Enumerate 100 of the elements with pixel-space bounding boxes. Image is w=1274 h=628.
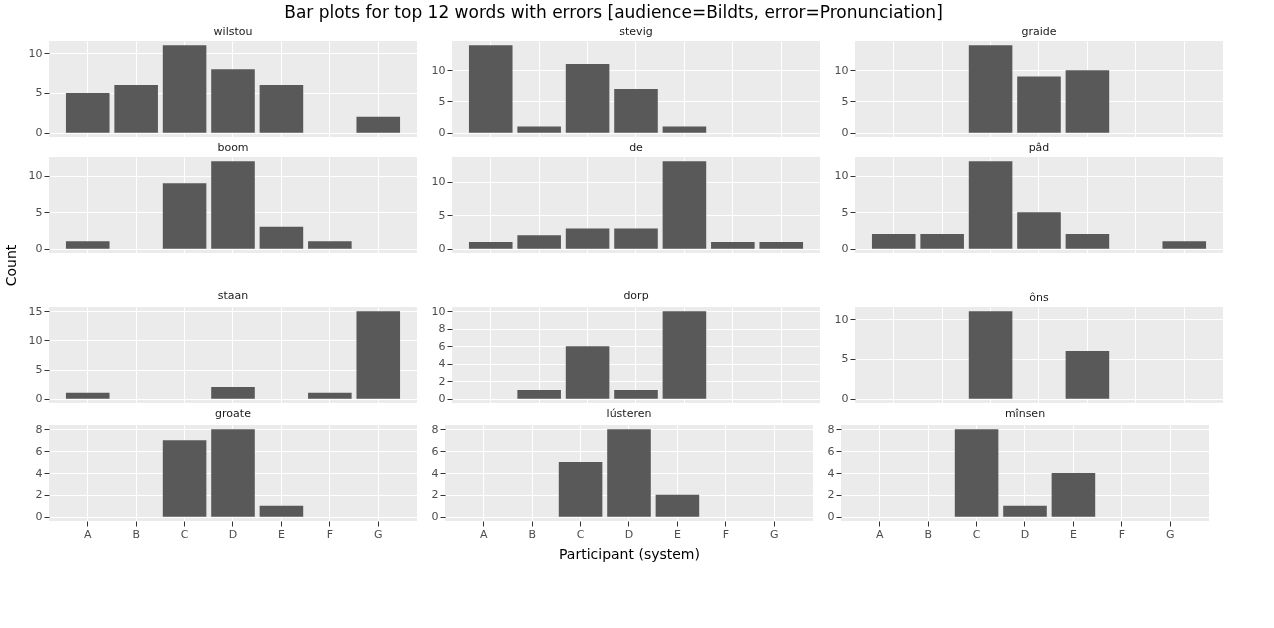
y-tick-label: 10 — [431, 63, 446, 77]
x-tick-label: A — [479, 527, 488, 541]
bar — [871, 234, 916, 249]
bar — [308, 241, 352, 249]
bar — [162, 183, 207, 249]
bar — [356, 311, 401, 399]
y-tick-label: 10 — [834, 63, 849, 77]
chart-title: stevig — [619, 25, 653, 38]
x-tick-label: C — [972, 527, 981, 541]
x-tick-label: D — [1020, 527, 1030, 541]
x-tick-label: B — [528, 527, 536, 541]
x-tick-label: G — [374, 527, 383, 541]
y-tick-label: 0 — [35, 126, 43, 140]
chart-title: ôns — [1029, 291, 1049, 304]
x-tick-label: A — [83, 527, 92, 541]
bar — [114, 85, 158, 133]
y-tick-label: 0 — [827, 510, 835, 524]
y-tick-label: 10 — [28, 333, 43, 347]
chart-title: mînsen — [1004, 407, 1046, 421]
bar — [662, 126, 707, 133]
y-tick-label: 10 — [431, 175, 446, 188]
bar — [1017, 76, 1061, 133]
bar — [614, 89, 658, 133]
y-tick-label: 8 — [438, 322, 446, 336]
y-tick-label: 10 — [28, 169, 43, 183]
y-tick-label: 5 — [438, 208, 446, 222]
bar — [1017, 212, 1061, 249]
bar — [65, 92, 110, 133]
bar — [1065, 70, 1110, 133]
chart-title: dorp — [623, 289, 649, 303]
x-axis-title: Participant (system) — [559, 545, 700, 562]
y-tick-label: 8 — [35, 422, 43, 436]
bar — [662, 311, 707, 399]
x-tick-label: A — [875, 527, 884, 541]
bar — [968, 161, 1013, 249]
bar — [565, 64, 610, 133]
x-tick-label: D — [624, 527, 634, 541]
chart-title: boom — [217, 141, 249, 154]
y-tick-label: 8 — [431, 422, 439, 436]
bar — [356, 116, 401, 133]
bar — [558, 462, 603, 517]
chart-title: de — [629, 141, 644, 154]
bar — [259, 226, 304, 249]
y-tick-label: 10 — [834, 169, 849, 183]
y-tick-label: 5 — [841, 352, 849, 366]
bar — [211, 387, 255, 399]
y-tick-label: 10 — [28, 46, 43, 60]
y-tick-label: 6 — [35, 444, 43, 458]
y-tick-label: 2 — [827, 488, 835, 502]
y-tick-label: 0 — [438, 392, 446, 406]
bar — [65, 241, 110, 249]
bar — [308, 392, 352, 399]
y-tick-label: 6 — [438, 339, 446, 353]
x-tick-label: E — [277, 527, 285, 541]
x-tick-label: E — [673, 527, 681, 541]
y-tick-label: 4 — [431, 466, 439, 480]
bar — [920, 234, 964, 249]
y-tick-label: 4 — [35, 466, 43, 480]
y-tick-label: 10 — [834, 312, 849, 326]
y-tick-label: 6 — [827, 444, 835, 458]
bar — [162, 45, 207, 133]
bar — [517, 126, 561, 133]
bar — [759, 241, 804, 249]
y-tick-label: 0 — [438, 126, 446, 140]
bar — [259, 85, 304, 133]
chart-title: graide — [1021, 25, 1057, 38]
y-tick-label: 0 — [35, 242, 43, 256]
bar — [1162, 241, 1207, 249]
bar — [211, 161, 255, 249]
y-tick-label: 5 — [438, 94, 446, 108]
bar — [1003, 505, 1047, 517]
bar — [211, 429, 255, 517]
bar — [711, 241, 755, 249]
x-tick-label: E — [1069, 527, 1077, 541]
y-tick-label: 0 — [841, 392, 849, 406]
chart-title: lústeren — [606, 407, 652, 421]
bar — [614, 389, 658, 399]
x-tick-label: G — [770, 527, 779, 541]
bar — [468, 45, 513, 133]
bar — [1065, 234, 1110, 249]
x-tick-label: D — [228, 527, 238, 541]
y-tick-label: 0 — [841, 126, 849, 140]
y-tick-label: 6 — [431, 444, 439, 458]
x-tick-label: B — [132, 527, 140, 541]
y-tick-label: 10 — [431, 304, 446, 318]
y-tick-label: 5 — [35, 86, 43, 100]
y-tick-label: 0 — [438, 242, 446, 256]
y-tick-label: 15 — [28, 304, 43, 318]
x-tick-label: F — [722, 527, 730, 541]
x-tick-label: B — [924, 527, 932, 541]
x-tick-label: F — [326, 527, 334, 541]
bar — [162, 440, 207, 517]
chart-title: pâd — [1028, 141, 1050, 154]
x-tick-label: C — [576, 527, 585, 541]
y-tick-label: 2 — [35, 488, 43, 502]
bar — [1051, 473, 1096, 517]
y-tick-label: 4 — [438, 357, 446, 371]
y-tick-label: 4 — [827, 466, 835, 480]
bar — [517, 235, 561, 249]
y-tick-label: 0 — [35, 392, 43, 406]
